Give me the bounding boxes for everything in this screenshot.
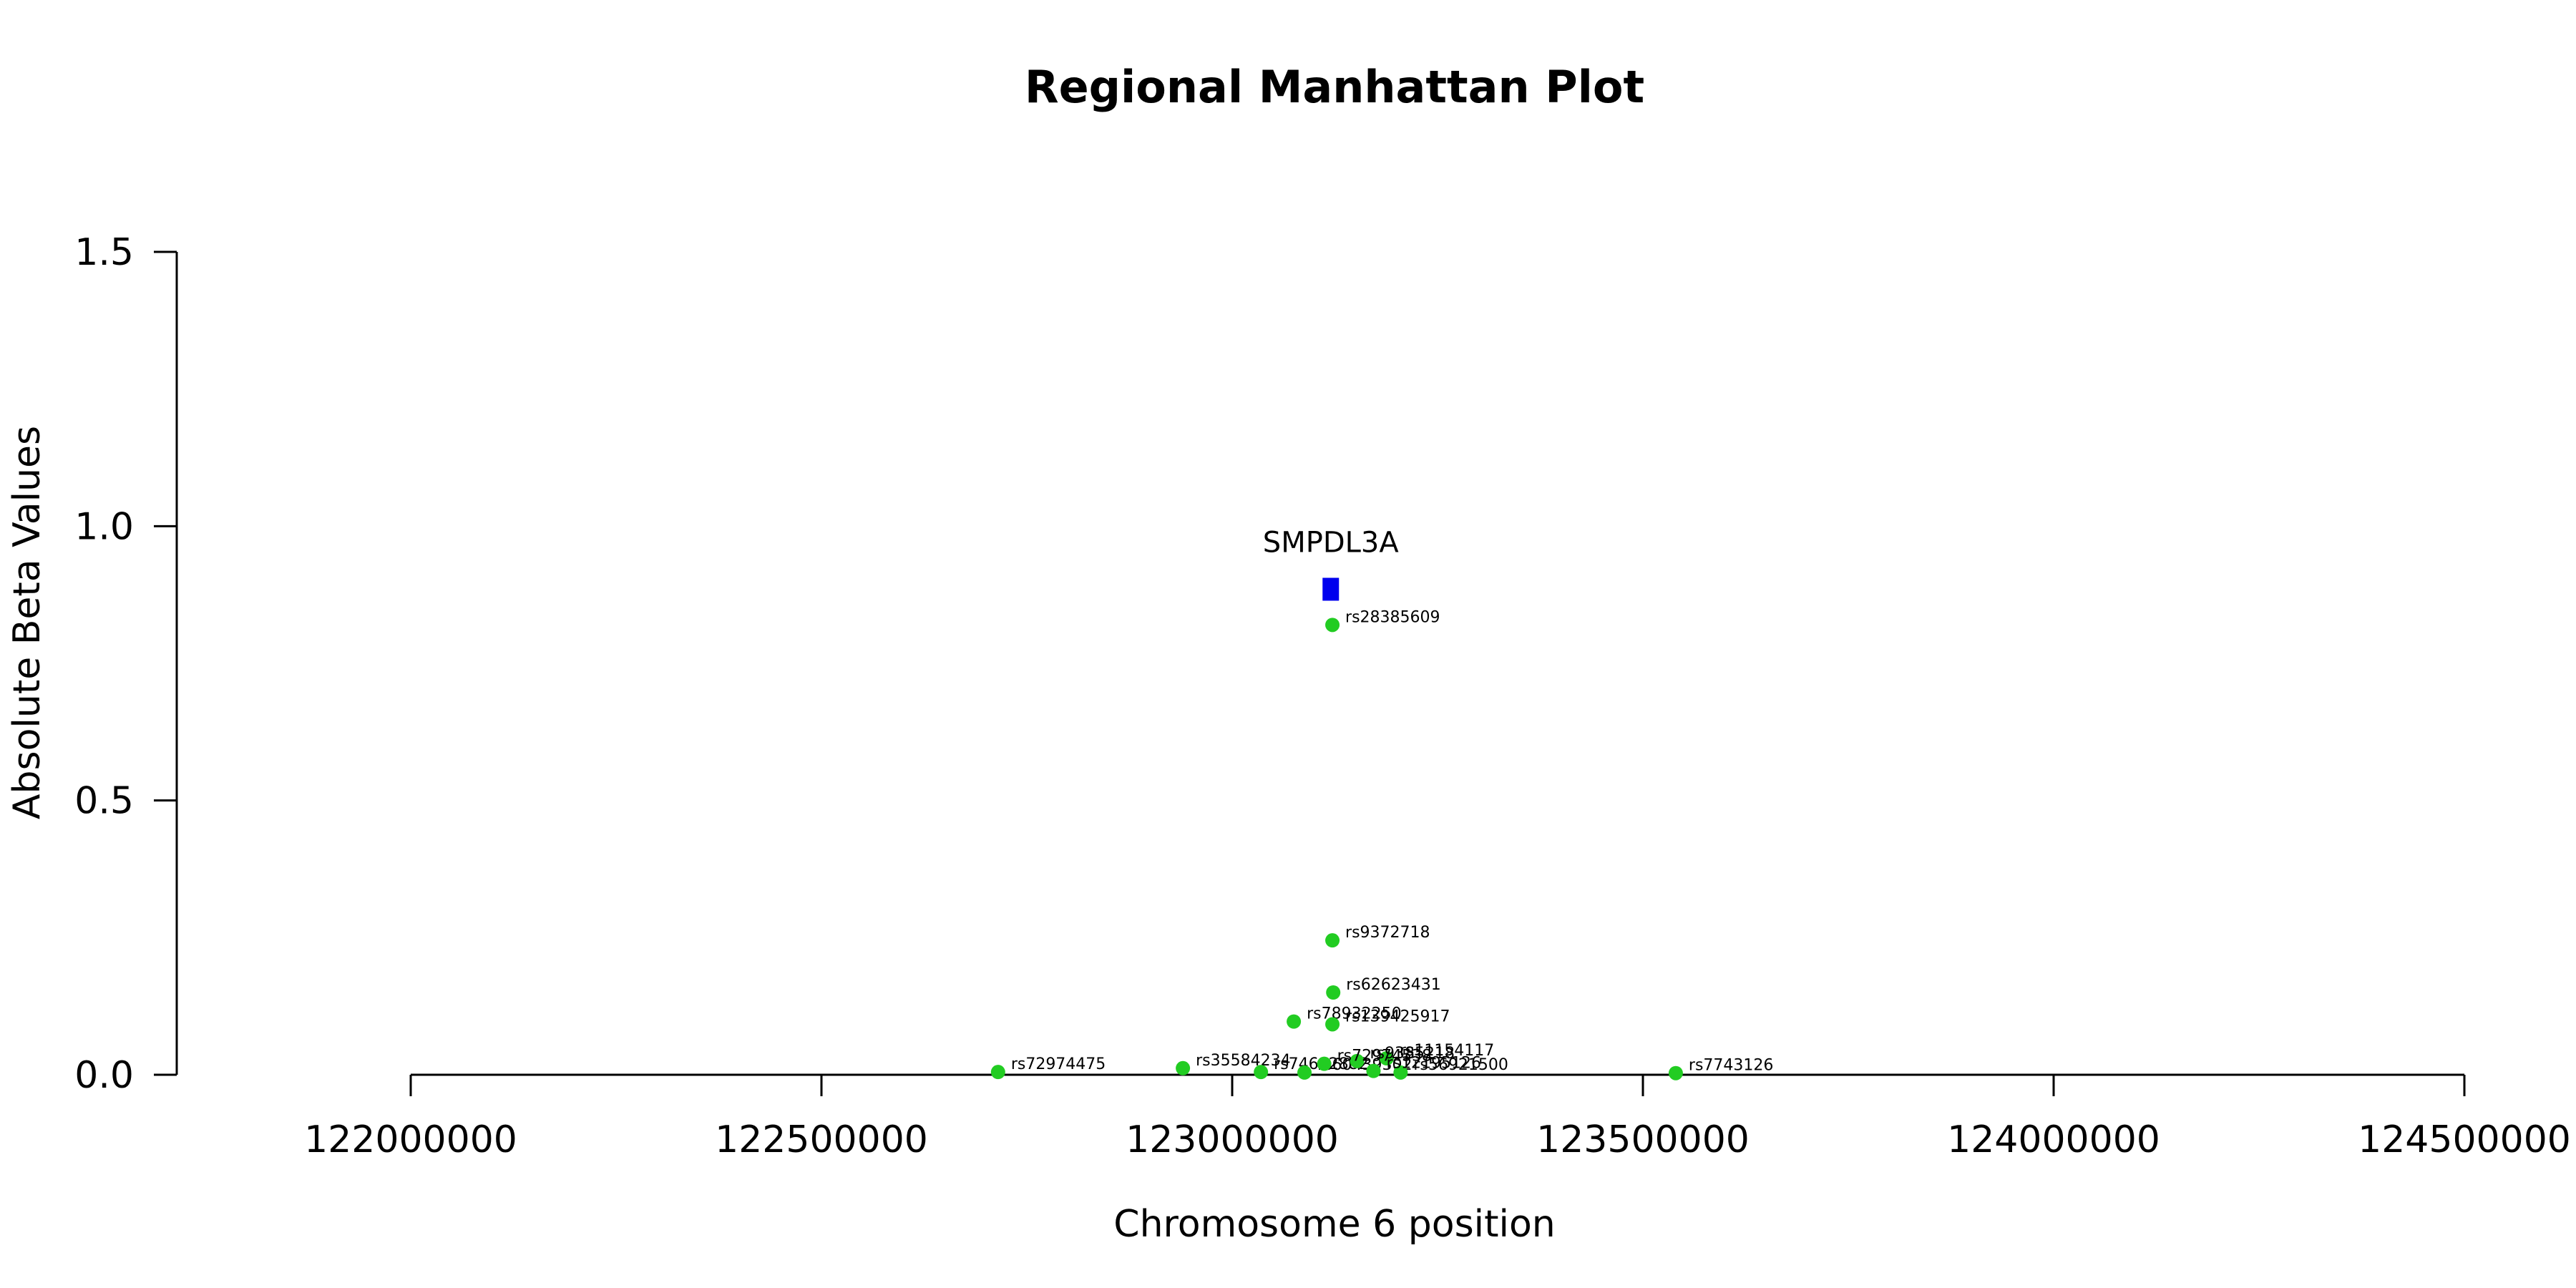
snp-label: rs9372718 (1345, 924, 1430, 942)
snp-label: rs12195126 (1386, 1055, 1480, 1073)
snp-point (1366, 1063, 1381, 1078)
snp-point (1317, 1056, 1332, 1071)
y-axis-title: Absolute Beta Values (6, 426, 49, 819)
y-axis: 0.0 0.5 1.0 1.5 (74, 231, 178, 1097)
snp-point (1254, 1065, 1269, 1080)
x-tick-label: 124500000 (2358, 1118, 2571, 1161)
x-tick-label: 123000000 (1126, 1118, 1339, 1161)
snp-point (990, 1065, 1005, 1080)
snp-point (1668, 1065, 1683, 1080)
snp-label: rs72974475 (1011, 1055, 1106, 1073)
snp-label: rs28385609 (1345, 608, 1440, 626)
snp-point (1350, 1053, 1365, 1068)
snp-point (1379, 1051, 1394, 1065)
snp-label: rs56921500 (1413, 1056, 1508, 1074)
y-tick-label: 0.0 (74, 1054, 134, 1097)
x-tick-label: 122000000 (304, 1118, 517, 1161)
snp-point (1325, 1017, 1340, 1032)
snp-label: rs139425917 (1345, 1008, 1450, 1025)
snp-label: rs62623431 (1346, 976, 1440, 994)
gene-label: SMPDL3A (1263, 527, 1400, 560)
x-tick-label: 122500000 (715, 1118, 928, 1161)
gene-box (1322, 577, 1340, 601)
snp-point (1393, 1065, 1408, 1080)
snp-point (1297, 1065, 1312, 1080)
x-tick-label: 124000000 (1947, 1118, 2160, 1161)
snp-point (1176, 1060, 1191, 1075)
gene-layer: SMPDL3A (1263, 527, 1400, 601)
x-axis: 122000000 122500000 123000000 123500000 1240… (304, 1073, 2571, 1161)
chart-title: Regional Manhattan Plot (1025, 61, 1644, 113)
snp-label: rs35584234 (1196, 1052, 1290, 1070)
x-tick-label: 123500000 (1536, 1118, 1750, 1161)
snp-label: rs7743126 (1689, 1057, 1774, 1075)
snp-points-layer: rs28385609rs9372718rs62623431rs78932250r… (990, 608, 1774, 1080)
y-tick-label: 1.0 (74, 505, 134, 548)
snp-point (1287, 1014, 1302, 1029)
snp-point (1326, 985, 1341, 1000)
snp-label: rs11154117 (1400, 1042, 1494, 1060)
snp-label: rs9385218 (1370, 1045, 1455, 1063)
snp-label: rs72974538 (1337, 1048, 1432, 1065)
y-tick-label: 0.5 (74, 780, 134, 823)
x-axis-title: Chromosome 6 position (1113, 1203, 1555, 1246)
snp-point (1325, 933, 1340, 948)
y-tick-label: 1.5 (74, 231, 134, 274)
snp-label: rs78932250 (1307, 1005, 1401, 1023)
snp-point (1325, 618, 1340, 633)
